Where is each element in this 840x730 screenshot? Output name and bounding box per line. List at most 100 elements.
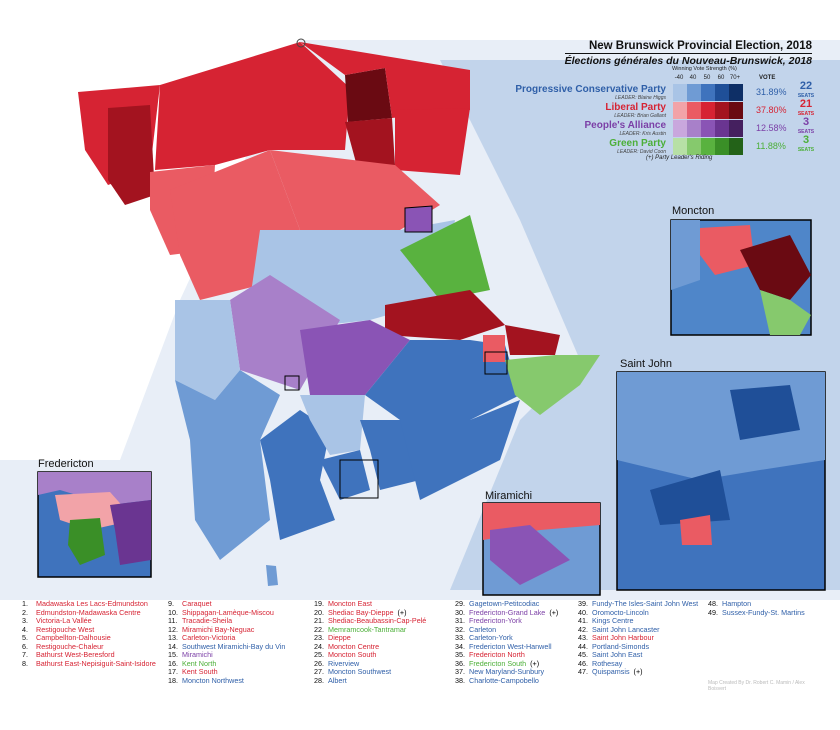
district-6[interactable]: [345, 68, 392, 122]
legend-tick: 60: [717, 75, 725, 81]
district-name: Restigouche-Chaleur: [36, 641, 104, 651]
district-name: Victoria-La Vallée: [36, 616, 92, 625]
district-name: Oromocto-Lincoln: [592, 607, 649, 617]
district-3[interactable]: [155, 42, 350, 170]
district-list-item: 39. Fundy-The Isles-Saint John West: [578, 599, 698, 609]
district-name: Miramichi: [182, 650, 213, 659]
district-name: Rothesay: [592, 658, 623, 668]
legend-seat-label: SEATS: [797, 147, 815, 153]
district-list-item: 22. Memramcook-Tantramar: [314, 624, 426, 635]
legend-seat-label: SEATS: [797, 93, 815, 99]
district-30[interactable]: [300, 320, 410, 395]
district-15[interactable]: [404, 205, 433, 233]
district-33[interactable]: [175, 370, 280, 440]
district-17[interactable]: [385, 290, 505, 340]
zoom-icon[interactable]: [296, 38, 306, 48]
legend-seat-label: SEATS: [797, 111, 815, 117]
district-list-item: 41. Kings Centre: [578, 616, 698, 626]
district-number: 19.: [314, 599, 324, 608]
legend-tick: 70+: [729, 75, 741, 81]
district-40[interactable]: [300, 395, 365, 455]
district-19[interactable]: [483, 335, 505, 362]
district-name: Shippagan-Lamèque-Miscou: [182, 607, 274, 617]
district-21[interactable]: [505, 325, 560, 355]
district-name: Fredericton West-Hanwell: [469, 641, 552, 651]
district-name: Fredericton-Grand Lake: [469, 607, 546, 617]
legend-swatch: [701, 102, 715, 119]
leader-riding-mark: (+): [549, 607, 559, 617]
district-number: 24.: [314, 641, 324, 651]
legend-swatch: [673, 102, 687, 119]
district-38[interactable]: [190, 440, 270, 560]
legend-party-name: Progressive Conservative Party: [515, 84, 666, 95]
legend-swatch: [687, 84, 701, 101]
district-name: Campbellton-Dalhousie: [36, 633, 111, 642]
map-title: New Brunswick Provincial Election, 2018: [588, 40, 812, 52]
legend-seat-count: 22: [799, 80, 813, 92]
district-list-item: 47. Quispamsis (+): [578, 667, 698, 677]
district-5[interactable]: [300, 42, 470, 118]
district-number: 15.: [168, 650, 178, 659]
district-list-item: 19. Moncton East: [314, 599, 426, 609]
legend-tick: 50: [703, 75, 711, 81]
district-number: 13.: [168, 633, 178, 642]
district-name: Dieppe: [328, 633, 351, 642]
district-list-item: 11. Tracadie-Sheila: [168, 616, 285, 626]
legend-party-row: People's Alliance LEADER: Kris Austin 12.5…: [540, 117, 832, 138]
district-16[interactable]: [400, 215, 490, 300]
district-name: Hampton: [722, 599, 752, 608]
legend-scale-label: Winning Vote Strength (%): [672, 66, 737, 72]
district-number: 12.: [168, 624, 178, 634]
district-list-item: 34. Fredericton West-Hanwell: [455, 641, 558, 652]
leader-riding-mark: (+): [530, 658, 540, 668]
district-list-item: 37. New Maryland-Sunbury: [455, 667, 558, 677]
district-name: Moncton Southwest: [328, 667, 392, 676]
district-12[interactable]: [270, 150, 440, 230]
district-list-item: 35. Fredericton North: [455, 650, 558, 660]
district-number: 29.: [455, 599, 465, 608]
district-list-column: 39. Fundy-The Isles-Saint John West 40. Oro…: [578, 599, 698, 677]
district-name: Portland-Simonds: [592, 641, 650, 651]
legend-swatch: [687, 102, 701, 119]
grand-manan-island: [266, 565, 278, 586]
district-number: 40.: [578, 607, 588, 617]
district-name: Gagetown-Petitcodiac: [469, 599, 540, 608]
district-name: Albert: [328, 675, 347, 685]
district-22[interactable]: [505, 355, 600, 415]
fredericton-inset-marker: [284, 375, 300, 391]
district-number: 4.: [22, 624, 28, 634]
district-name: Saint John Lancaster: [592, 624, 660, 634]
legend-seat-count: 3: [802, 134, 810, 146]
district-number: 32.: [455, 624, 465, 634]
district-name: Charlotte-Campobello: [469, 675, 539, 685]
district-list-item: 12. Miramichi Bay-Neguac: [168, 624, 285, 635]
district-list-item: 7. Bathurst West-Beresford: [22, 650, 156, 660]
district-list-item: 16. Kent North: [168, 659, 285, 669]
district-41[interactable]: [320, 450, 370, 500]
district-list-item: 17. Kent South: [168, 667, 285, 677]
district-name: Carleton-Victoria: [182, 633, 236, 642]
district-number: 47.: [578, 667, 588, 676]
district-37[interactable]: [260, 410, 330, 480]
legend-seat-label: SEATS: [797, 129, 815, 135]
legend-swatches: [673, 102, 743, 119]
legend-swatch: [687, 120, 701, 137]
legend-ticks: -40 40 50 60 70+: [672, 75, 742, 81]
district-number: 48.: [708, 599, 718, 608]
district-39[interactable]: [270, 480, 335, 540]
legend-seat-count: 3: [802, 116, 810, 128]
legend-party-seats: 3 SEATS: [792, 135, 820, 155]
district-number: 37.: [455, 667, 465, 676]
district-32[interactable]: [175, 300, 240, 400]
district-number: 7.: [22, 650, 28, 659]
district-7[interactable]: [345, 118, 395, 170]
district-49[interactable]: [400, 400, 520, 500]
district-list-item: 36. Fredericton South (+): [455, 658, 558, 669]
district-name: Bathurst East-Nepisiguit-Saint-Isidore: [36, 658, 156, 668]
district-name: Sussex-Fundy-St. Martins: [722, 607, 805, 617]
district-number: 22.: [314, 624, 324, 634]
district-2[interactable]: [108, 105, 155, 205]
district-9[interactable]: [395, 108, 470, 175]
district-number: 5.: [22, 633, 28, 642]
